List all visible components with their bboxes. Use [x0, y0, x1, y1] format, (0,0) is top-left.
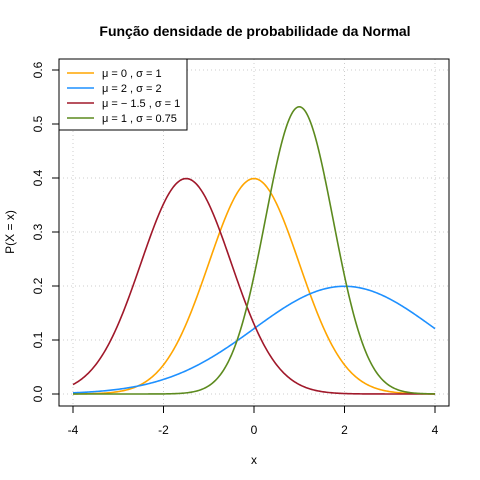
y-tick-label: 0.5 — [31, 115, 45, 132]
y-axis: 0.0 0.1 0.2 0.3 0.4 0.5 0.6 — [31, 61, 60, 402]
series-line-4 — [73, 105, 436, 395]
y-tick-label: 0.3 — [31, 223, 45, 240]
series-line-3 — [72, 177, 435, 395]
series-line-1 — [72, 177, 436, 395]
x-tick-label: -4 — [68, 423, 79, 437]
series-line-2 — [72, 285, 436, 394]
chart-title: Função densidade de probabilidade da Nor… — [99, 23, 410, 39]
y-tick-label: 0.0 — [31, 385, 45, 402]
y-tick-label: 0.1 — [31, 331, 45, 348]
legend-label-4: μ = 1 , σ = 0.75 — [102, 113, 177, 125]
x-tick-label: 4 — [432, 423, 439, 437]
x-tick-label: -2 — [158, 423, 169, 437]
y-axis-label: P(X = x) — [3, 210, 17, 254]
legend: μ = 0 , σ = 1 μ = 2 , σ = 2 μ = − 1.5 , σ … — [58, 58, 188, 131]
y-tick-label: 0.2 — [31, 277, 45, 294]
x-axis: -4 -2 0 2 4 — [68, 405, 439, 437]
x-axis-label: x — [251, 453, 257, 467]
y-tick-label: 0.6 — [31, 61, 45, 78]
x-tick-label: 2 — [341, 423, 348, 437]
legend-label-1: μ = 0 , σ = 1 — [102, 68, 162, 80]
legend-label-3: μ = − 1.5 , σ = 1 — [102, 98, 180, 110]
series-lines — [72, 105, 436, 395]
legend-label-2: μ = 2 , σ = 2 — [102, 83, 162, 95]
y-tick-label: 0.4 — [31, 169, 45, 186]
x-tick-label: 0 — [251, 423, 258, 437]
